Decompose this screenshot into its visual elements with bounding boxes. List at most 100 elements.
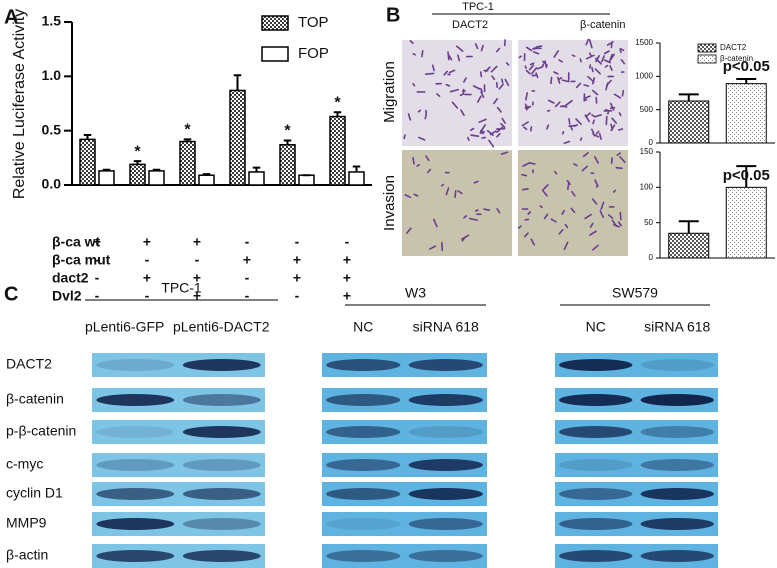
lane-label: NC (353, 319, 373, 335)
blot-band (182, 359, 261, 371)
protein-label: MMP9 (6, 515, 47, 531)
error-bar (736, 78, 757, 84)
condition-sign: - (245, 234, 250, 250)
blot-band (408, 488, 483, 500)
condition-sign: - (145, 288, 150, 304)
condition-sign: + (193, 288, 201, 304)
bar (79, 138, 96, 186)
bar (279, 144, 296, 186)
protein-label: c-myc (6, 456, 43, 472)
bar (198, 174, 215, 186)
row-label: Invasion (381, 175, 398, 231)
y-tick-label: 1.5 (42, 13, 62, 29)
legend-label: β-catenin (720, 54, 753, 63)
condition-sign: - (245, 270, 250, 286)
blot-band (326, 488, 401, 500)
blot-band (96, 359, 175, 371)
blot-band (640, 488, 714, 500)
blot-band (326, 359, 401, 371)
blot-band (182, 459, 261, 471)
y-axis-label: Relative Luciferase Activity (11, 9, 28, 199)
bar (229, 89, 246, 186)
bar (725, 83, 767, 144)
error-bar (333, 111, 342, 117)
lane-label: NC (586, 319, 606, 335)
condition-sign: - (145, 252, 150, 268)
blot-band (96, 426, 175, 438)
error-bar (252, 166, 261, 172)
legend-label: TOP (298, 14, 329, 31)
micrograph (518, 40, 628, 146)
significance-mark: * (134, 143, 141, 160)
protein-label: DACT2 (6, 356, 52, 372)
condition-label: β-ca mut (52, 252, 111, 268)
blot-band (326, 550, 401, 562)
condition-sign: + (343, 270, 351, 286)
error-bar (202, 173, 211, 176)
group-label: TPC-1 (462, 1, 494, 13)
bar (298, 174, 315, 186)
blot-band (182, 394, 261, 406)
condition-sign: + (293, 270, 301, 286)
blot-strip (92, 453, 265, 477)
blot-band (326, 394, 401, 406)
y-tick-label: 1000 (635, 71, 653, 80)
condition-label: Dvl2 (52, 288, 82, 304)
y-tick-label: 1.0 (42, 67, 62, 83)
protein-label: β-catenin (6, 391, 64, 407)
column-label: β-catenin (580, 19, 625, 31)
condition-sign: - (245, 288, 250, 304)
bar (668, 232, 710, 259)
significance-mark: * (284, 123, 291, 140)
blot-band (640, 359, 714, 371)
y-tick-label: 0 (649, 253, 654, 262)
legend-swatch (697, 43, 717, 53)
blot-band (408, 459, 483, 471)
stained-cells (404, 151, 508, 252)
condition-label: dact2 (52, 270, 89, 286)
condition-sign: + (193, 234, 201, 250)
blot-strip (555, 453, 718, 477)
error-bar (352, 165, 361, 172)
significance-mark: * (184, 122, 191, 139)
blot-band (182, 426, 261, 438)
micrograph (518, 150, 628, 256)
y-tick-label: 500 (640, 105, 654, 114)
error-bar (133, 160, 142, 165)
blot-band (640, 518, 714, 530)
protein-label: β-actin (6, 547, 48, 563)
blot-band (96, 518, 175, 530)
panel-label: C (4, 283, 18, 305)
condition-sign: + (93, 234, 101, 250)
y-tick-label: 50 (644, 218, 653, 227)
blot-band (326, 459, 401, 471)
blot-strip (322, 544, 487, 568)
lane-label: pLenti6-GFP (85, 319, 164, 335)
condition-sign: + (143, 234, 151, 250)
group-label: TPC-1 (161, 280, 202, 296)
bar (179, 140, 196, 186)
panel-label: A (4, 6, 18, 28)
y-tick-label: 150 (640, 147, 654, 156)
condition-sign: - (345, 234, 350, 250)
condition-sign: - (95, 252, 100, 268)
error-bar (678, 220, 699, 234)
legend-label: FOP (298, 45, 329, 62)
stained-cells (403, 39, 510, 148)
stained-cells (517, 152, 626, 251)
blot-band (408, 359, 483, 371)
error-bar (233, 74, 242, 91)
annotation: p<0.05 (723, 167, 770, 184)
condition-sign: - (95, 270, 100, 286)
condition-sign: + (193, 270, 201, 286)
error-bar (283, 139, 292, 145)
y-tick-label: 100 (640, 182, 654, 191)
y-tick-label: 0.5 (42, 121, 62, 137)
condition-sign: + (293, 252, 301, 268)
condition-sign: + (343, 252, 351, 268)
panel-label: B (386, 4, 400, 26)
blot-band (559, 518, 633, 530)
legend-swatch (697, 54, 717, 64)
blot-band (640, 394, 714, 406)
condition-sign: + (143, 270, 151, 286)
